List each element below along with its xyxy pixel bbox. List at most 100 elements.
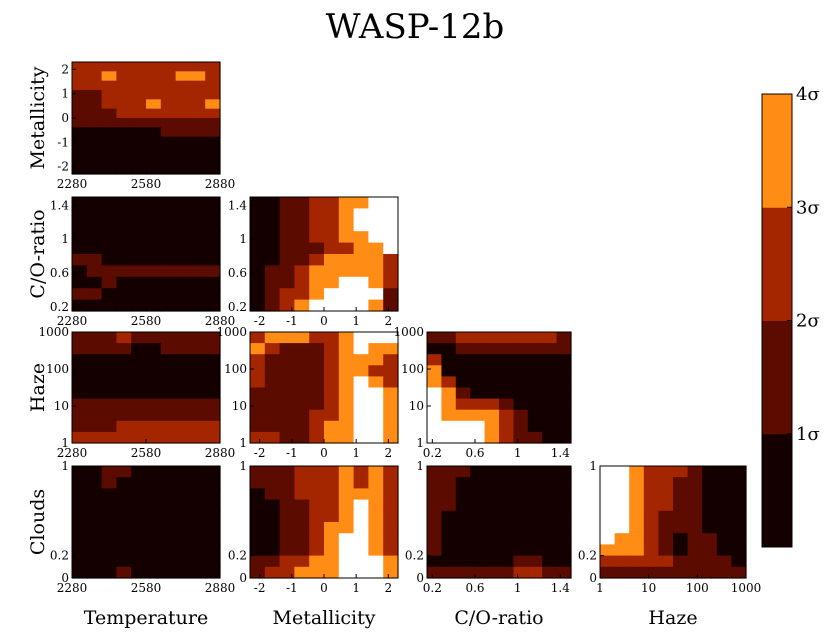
contour-cell bbox=[614, 555, 630, 568]
contour-cell bbox=[294, 544, 310, 557]
contour-cell bbox=[160, 343, 177, 355]
contour-cell bbox=[160, 99, 177, 110]
contour-cell bbox=[279, 420, 295, 433]
contour-cell bbox=[484, 398, 500, 411]
contour-cell bbox=[116, 299, 132, 312]
contour-cell bbox=[600, 499, 616, 512]
x-tick-label: 1 bbox=[352, 581, 360, 595]
contour-cell bbox=[383, 332, 399, 344]
contour-cell bbox=[368, 365, 384, 377]
contour-cell bbox=[264, 365, 281, 377]
contour-cell bbox=[264, 555, 281, 568]
contour-cell bbox=[146, 343, 162, 355]
contour-cell bbox=[72, 398, 88, 411]
contour-cell bbox=[116, 376, 132, 389]
contour-cell bbox=[324, 398, 340, 411]
contour-cell bbox=[250, 466, 266, 478]
contour-cell bbox=[470, 522, 486, 534]
contour-cell bbox=[499, 488, 514, 501]
contour-cell bbox=[702, 510, 718, 523]
contour-cell bbox=[324, 242, 340, 255]
colorbar-tick-label: 1σ bbox=[796, 424, 820, 445]
contour-cell bbox=[101, 197, 117, 209]
contour-cell bbox=[205, 522, 221, 534]
y-tick-label: 0.6 bbox=[228, 266, 247, 280]
contour-cell bbox=[146, 90, 162, 100]
contour-cell bbox=[175, 254, 191, 266]
contour-cell bbox=[324, 208, 340, 221]
contour-cell bbox=[101, 127, 117, 138]
contour-cell bbox=[383, 219, 399, 232]
contour-cell bbox=[427, 466, 442, 478]
contour-cell bbox=[146, 431, 162, 444]
contour-cell bbox=[427, 488, 442, 501]
x-tick-label: 1.4 bbox=[551, 581, 570, 595]
contour-cell bbox=[629, 488, 645, 501]
contour-cell bbox=[116, 398, 132, 411]
contour-cell bbox=[673, 555, 689, 568]
y-tick-label: 1 bbox=[61, 87, 69, 101]
contour-cell bbox=[353, 219, 369, 232]
contour-cell bbox=[294, 398, 310, 411]
contour-cell bbox=[205, 265, 221, 278]
x-tick-label: 2880 bbox=[205, 177, 236, 191]
contour-cell bbox=[279, 544, 295, 557]
x-tick-label: 2280 bbox=[57, 446, 88, 460]
contour-cell bbox=[131, 155, 147, 166]
contour-cell bbox=[324, 499, 340, 512]
contour-cell bbox=[614, 566, 630, 579]
contour-cell bbox=[716, 566, 732, 579]
contour-cell bbox=[86, 522, 103, 534]
contour-cell bbox=[72, 332, 88, 344]
contour-cell bbox=[673, 477, 689, 489]
contour-cell bbox=[542, 343, 558, 355]
contour-cell bbox=[101, 254, 117, 266]
colorbar-tick-label: 2σ bbox=[796, 311, 820, 332]
contour-cell bbox=[513, 376, 529, 389]
contour-cell bbox=[160, 155, 177, 166]
contour-cell bbox=[309, 499, 325, 512]
contour-cell bbox=[175, 354, 191, 366]
contour-cell bbox=[190, 566, 206, 579]
y-tick-label: 2 bbox=[61, 62, 69, 76]
contour-cell bbox=[264, 387, 281, 400]
contour-cell bbox=[250, 343, 266, 355]
contour-cell bbox=[309, 254, 325, 266]
contour-cell bbox=[338, 420, 355, 433]
x-tick-label: -1 bbox=[286, 581, 298, 595]
contour-cell bbox=[527, 398, 543, 411]
contour-cell bbox=[383, 376, 399, 389]
contour-cell bbox=[146, 510, 162, 523]
contour-cell bbox=[527, 387, 543, 400]
contour-cell bbox=[101, 409, 117, 422]
contour-cell bbox=[368, 299, 384, 312]
contour-cell bbox=[175, 477, 191, 489]
contour-cell bbox=[101, 332, 117, 344]
contour-cell bbox=[441, 365, 457, 377]
contour-cell bbox=[499, 420, 514, 433]
contour-cell bbox=[353, 566, 369, 579]
contour-cell bbox=[205, 466, 221, 478]
contour-cell bbox=[131, 332, 147, 344]
contour-cell bbox=[205, 90, 221, 100]
contour-cell bbox=[86, 466, 103, 478]
y-tick-label: 0.2 bbox=[228, 300, 247, 314]
y-axis-label-haze: Haze bbox=[27, 363, 49, 412]
contour-cell bbox=[146, 387, 162, 400]
contour-cell bbox=[441, 499, 457, 512]
contour-cell bbox=[175, 164, 191, 175]
contour-cell bbox=[116, 136, 132, 147]
contour-cell bbox=[383, 343, 399, 355]
contour-cell bbox=[86, 409, 103, 422]
x-axis-label-c-o-ratio: C/O-ratio bbox=[454, 607, 543, 629]
contour-cell bbox=[279, 477, 295, 489]
contour-cell bbox=[72, 231, 88, 244]
contour-cell bbox=[542, 376, 558, 389]
contour-cell bbox=[190, 466, 206, 478]
contour-cell bbox=[175, 376, 191, 389]
x-tick-label: 1 bbox=[514, 446, 522, 460]
contour-cell bbox=[368, 466, 384, 478]
contour-cell bbox=[86, 146, 103, 156]
contour-cell bbox=[175, 71, 191, 82]
contour-cell bbox=[146, 354, 162, 366]
